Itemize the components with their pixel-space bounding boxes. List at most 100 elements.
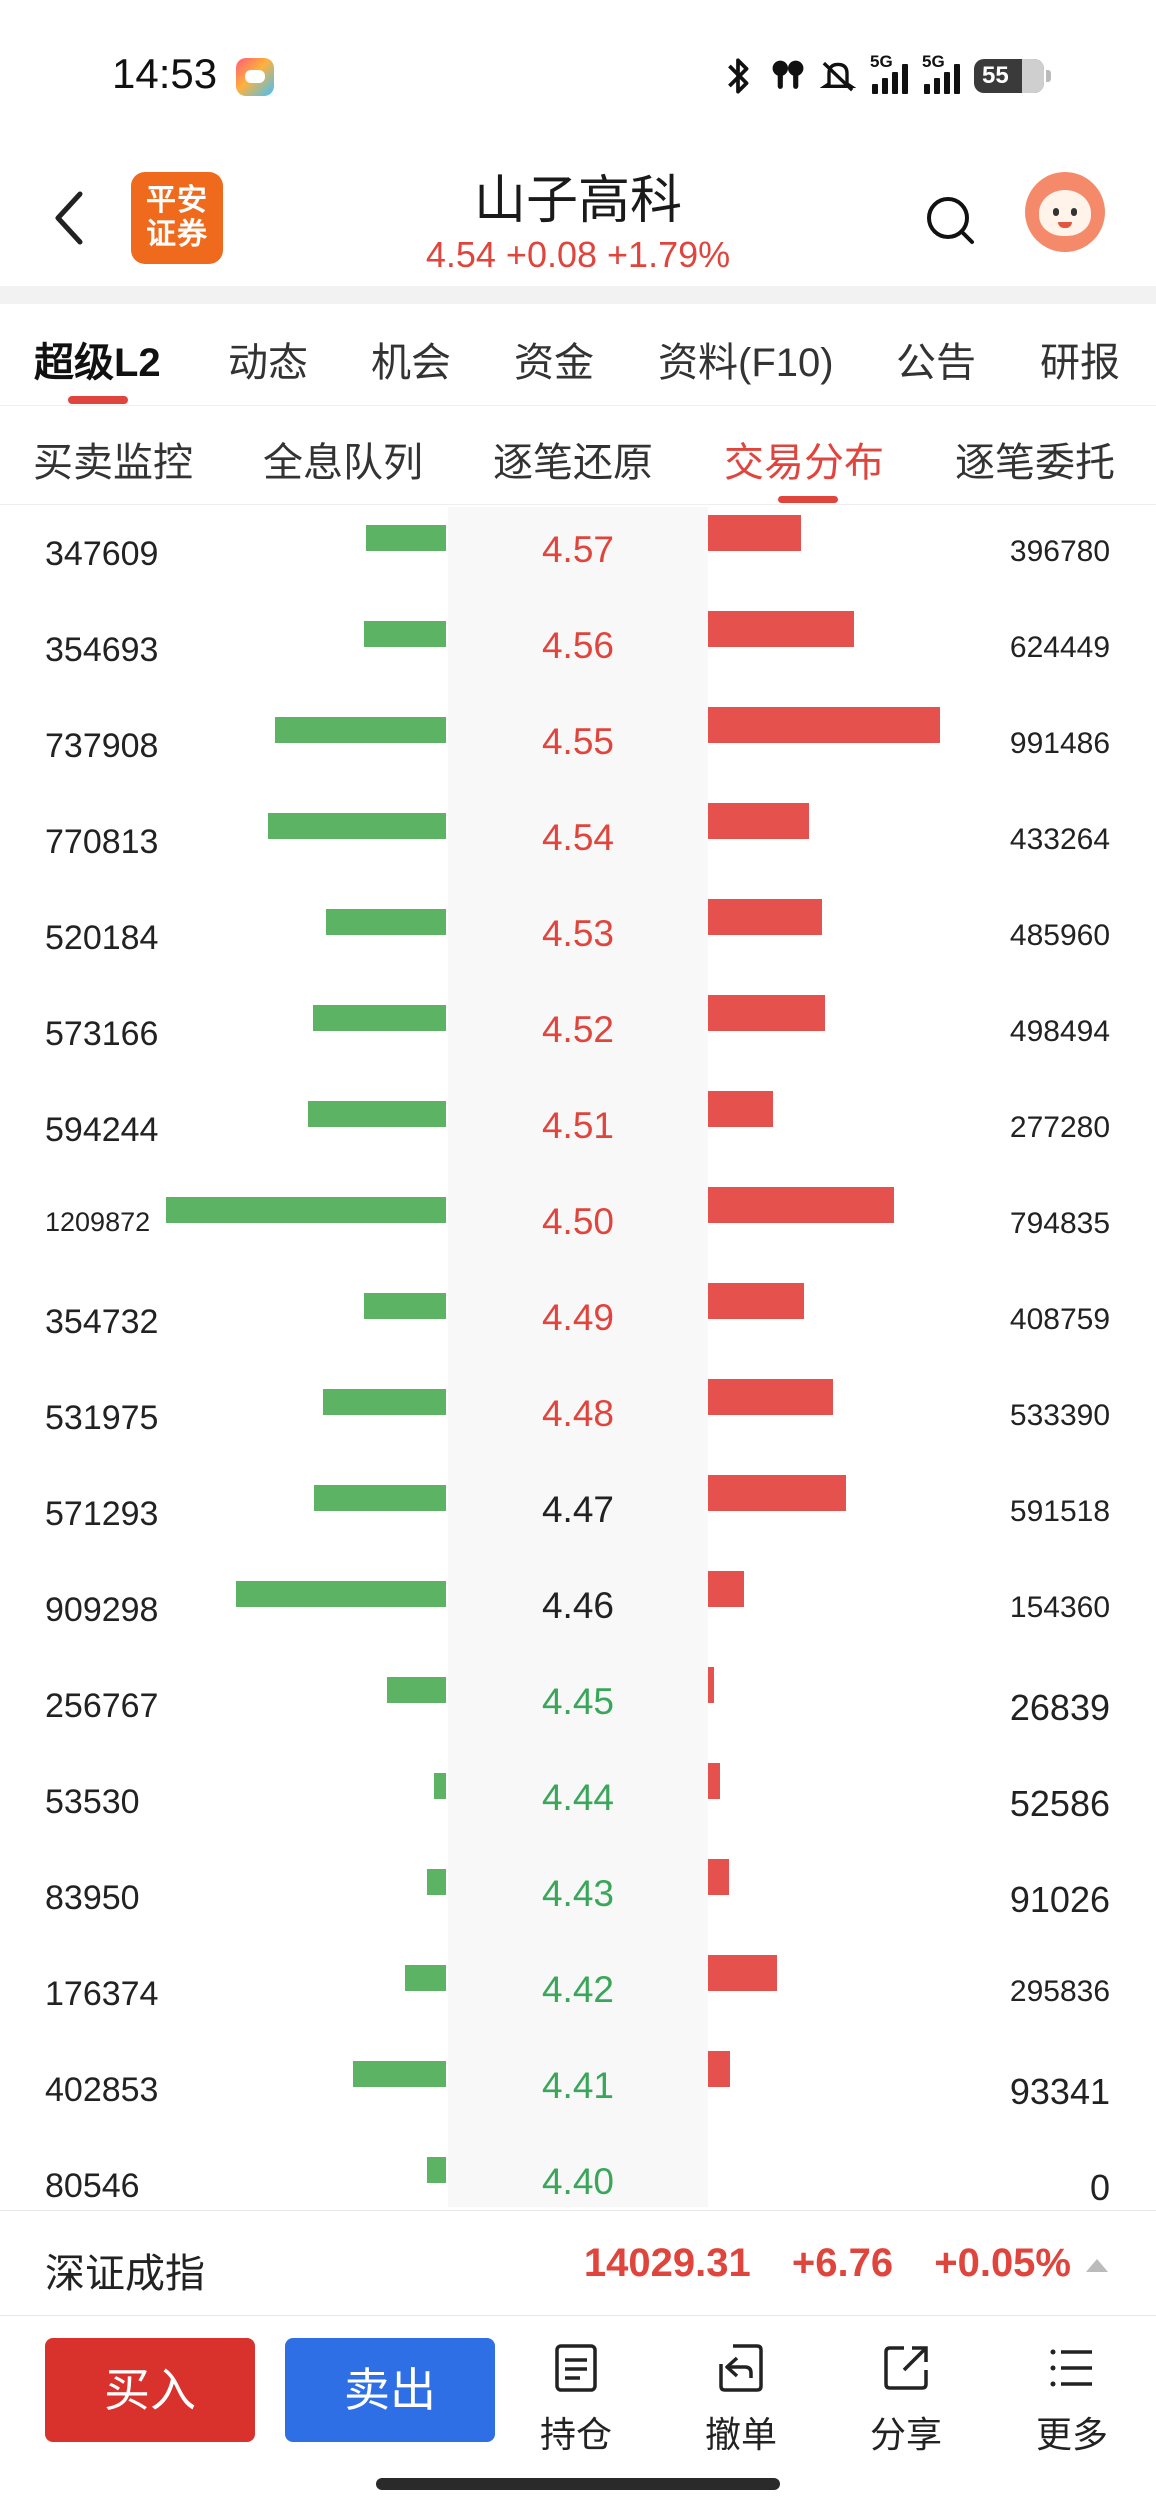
sub-tabs: 买卖监控 全息队列 逐笔还原 交易分布 逐笔委托 xyxy=(0,405,1156,505)
buy-volume-bar xyxy=(708,2051,730,2087)
cancel-order-button[interactable]: 撤单 xyxy=(681,2340,801,2458)
trade-distribution-list[interactable]: 347609 4.57 396780 354693 4.56 624449 737908 4.… xyxy=(0,507,1156,2208)
buy-volume: 624449 xyxy=(1009,631,1110,664)
sell-volume-bar xyxy=(364,1293,446,1319)
tab-research[interactable]: 研报 xyxy=(1040,341,1120,385)
index-ticker[interactable]: 深证成指 14029.31 +6.76 +0.05% xyxy=(0,2210,1156,2316)
sell-volume-bar xyxy=(313,1005,446,1031)
buy-volume-bar xyxy=(708,1283,804,1319)
index-values: 14029.31 +6.76 +0.05% xyxy=(554,2241,1071,2286)
back-arrow-icon[interactable] xyxy=(48,188,88,248)
broker-logo[interactable]: 平安证券 xyxy=(131,172,223,264)
index-value: 14029.31 xyxy=(583,2241,751,2285)
distribution-row: 80546 4.40 0 xyxy=(0,2139,1156,2235)
buy-volume-bar xyxy=(708,1763,720,1799)
buy-volume-bar xyxy=(708,1955,777,1991)
price-level: 4.53 xyxy=(541,913,614,954)
subtab-tick-orders[interactable]: 逐笔委托 xyxy=(955,441,1115,485)
sell-volume: 1209872 xyxy=(45,1207,151,1237)
distribution-row: 53530 4.44 52586 xyxy=(0,1755,1156,1851)
more-button[interactable]: 更多 xyxy=(1012,2340,1132,2458)
price-level: 4.43 xyxy=(541,1873,614,1914)
search-icon[interactable] xyxy=(922,192,978,248)
sell-volume: 53530 xyxy=(45,1783,140,1821)
sell-volume: 571293 xyxy=(45,1495,159,1533)
buy-volume-bar xyxy=(708,1187,894,1223)
distribution-row: 737908 4.55 991486 xyxy=(0,699,1156,795)
buy-volume-bar xyxy=(708,1091,773,1127)
subtab-tick-replay[interactable]: 逐笔还原 xyxy=(493,441,653,485)
distribution-row: 354732 4.49 408759 xyxy=(0,1275,1156,1371)
index-change-pct: +0.05% xyxy=(934,2241,1071,2285)
tab-f10[interactable]: 资料(F10) xyxy=(658,341,834,385)
buy-volume-bar xyxy=(708,995,825,1031)
sell-volume: 256767 xyxy=(45,1687,159,1725)
tab-funds[interactable]: 资金 xyxy=(514,341,594,385)
position-button[interactable]: 持仓 xyxy=(516,2340,636,2458)
price-level: 4.44 xyxy=(541,1777,614,1818)
tab-dynamics[interactable]: 动态 xyxy=(228,341,308,385)
price-level: 4.46 xyxy=(541,1585,614,1626)
buy-button[interactable]: 买入 xyxy=(45,2338,255,2442)
distribution-row: 594244 4.51 277280 xyxy=(0,1083,1156,1179)
main-tab-indicator xyxy=(68,396,128,404)
buy-volume-bar xyxy=(708,707,940,743)
status-icons: 5G 5G 55 xyxy=(720,52,1051,100)
sell-button[interactable]: 卖出 xyxy=(285,2338,495,2442)
sell-volume-bar xyxy=(323,1389,446,1415)
price-level: 4.55 xyxy=(541,721,614,762)
tab-opportunity[interactable]: 机会 xyxy=(371,341,451,385)
signal-2-icon: 5G xyxy=(922,52,960,94)
distribution-row: 83950 4.43 91026 xyxy=(0,1851,1156,1947)
price-level: 4.41 xyxy=(541,2065,614,2106)
distribution-row: 256767 4.45 26839 xyxy=(0,1659,1156,1755)
sell-volume-bar xyxy=(236,1581,446,1607)
buy-volume-bar xyxy=(708,1667,714,1703)
tab-announcements[interactable]: 公告 xyxy=(896,341,976,385)
price-level: 4.52 xyxy=(541,1009,614,1050)
sell-volume-bar xyxy=(314,1485,446,1511)
buy-volume: 154360 xyxy=(1009,1591,1110,1624)
subtab-trade-distribution[interactable]: 交易分布 xyxy=(724,441,884,485)
stock-name: 山子高科 xyxy=(473,172,682,230)
sell-volume-bar xyxy=(275,717,446,743)
expand-up-icon[interactable] xyxy=(1086,2259,1108,2272)
sell-volume-bar xyxy=(308,1101,446,1127)
price-level: 4.45 xyxy=(541,1681,614,1722)
sell-volume: 737908 xyxy=(45,727,159,765)
buy-volume: 433264 xyxy=(1009,823,1110,856)
buy-volume: 52586 xyxy=(1009,1783,1110,1824)
assistant-avatar[interactable] xyxy=(1025,172,1105,252)
price-level: 4.48 xyxy=(541,1393,614,1434)
sell-volume-bar xyxy=(366,525,446,551)
distribution-row: 1209872 4.50 794835 xyxy=(0,1179,1156,1275)
home-indicator[interactable] xyxy=(376,2478,780,2490)
sell-volume-bar xyxy=(364,621,446,647)
tab-super-l2[interactable]: 超级L2 xyxy=(34,341,161,385)
buy-volume-bar xyxy=(708,1379,833,1415)
sell-volume-bar xyxy=(166,1197,446,1223)
buy-volume-bar xyxy=(708,899,822,935)
share-icon xyxy=(884,2346,928,2390)
price-level: 4.57 xyxy=(541,529,614,570)
buy-volume: 277280 xyxy=(1009,1111,1110,1144)
share-button[interactable]: 分享 xyxy=(846,2340,966,2458)
distribution-row: 909298 4.46 154360 xyxy=(0,1563,1156,1659)
sell-volume: 354732 xyxy=(45,1303,159,1341)
bottom-toolbar: 买入 卖出 持仓 撤单 分享 更多 xyxy=(0,2318,1156,2468)
distribution-row: 347609 4.57 396780 xyxy=(0,507,1156,603)
sell-volume: 83950 xyxy=(45,1879,140,1917)
distribution-row: 571293 4.47 591518 xyxy=(0,1467,1156,1563)
earbuds-icon xyxy=(772,60,804,89)
sell-volume: 402853 xyxy=(45,2071,159,2109)
buy-volume-bar xyxy=(708,611,854,647)
price-level: 4.50 xyxy=(541,1201,614,1242)
position-icon xyxy=(555,2344,597,2392)
subtab-trade-monitor[interactable]: 买卖监控 xyxy=(33,441,193,485)
sell-volume: 176374 xyxy=(45,1975,159,2013)
mute-icon xyxy=(820,61,856,92)
subtab-full-queue[interactable]: 全息队列 xyxy=(263,441,423,485)
sell-volume-bar xyxy=(268,813,446,839)
index-name: 深证成指 xyxy=(45,2252,205,2296)
buy-volume: 93341 xyxy=(1009,2071,1110,2112)
